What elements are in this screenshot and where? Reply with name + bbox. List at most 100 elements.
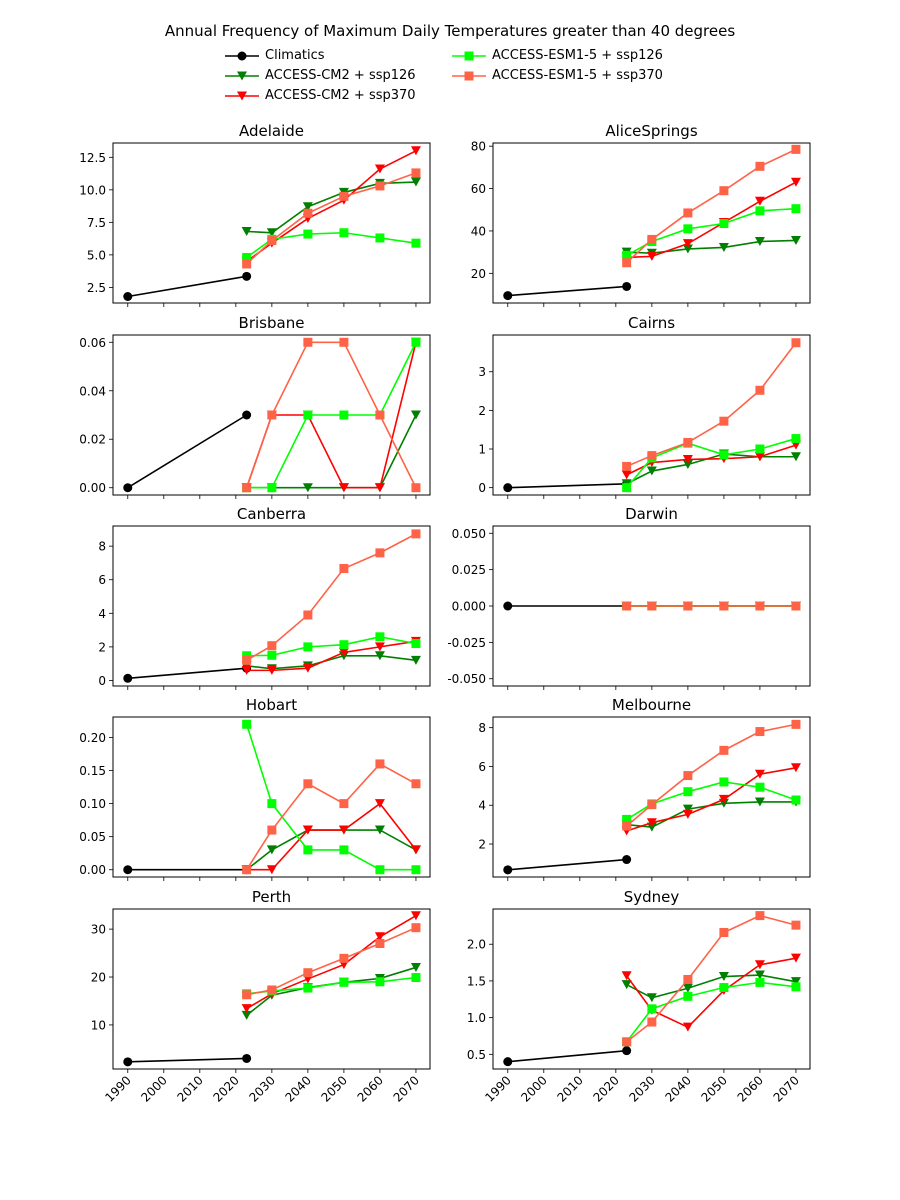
y-tick-label: 0.050 (452, 527, 486, 541)
data-point (622, 258, 632, 268)
series-access-esm1-5-ssp126 (622, 977, 801, 1047)
data-point (303, 968, 313, 978)
series-line (246, 414, 417, 489)
data-point (242, 651, 252, 661)
x-tick-label: 1990 (482, 1073, 513, 1104)
data-point (791, 719, 801, 729)
data-point (303, 642, 313, 652)
y-tick-label: 20 (91, 971, 106, 985)
data-point (267, 483, 277, 493)
y-tick-label: 6 (478, 760, 486, 774)
data-point (622, 601, 632, 611)
y-tick-label: 2 (478, 404, 486, 418)
y-tick-label: 7.5 (87, 216, 106, 230)
data-point (646, 818, 657, 828)
series-climatics (123, 271, 252, 301)
data-point (719, 927, 729, 937)
data-point (719, 416, 729, 426)
data-point (755, 782, 765, 792)
data-point (375, 759, 385, 769)
data-point (719, 219, 729, 229)
legend-marker-square-icon (452, 51, 486, 61)
y-tick-label: 0.000 (452, 600, 486, 614)
data-point (411, 865, 421, 875)
data-point (622, 250, 632, 260)
x-tick-label: 2060 (355, 1073, 386, 1104)
data-point (683, 771, 693, 781)
data-point (339, 845, 349, 855)
data-point (682, 1022, 693, 1032)
data-point (242, 410, 252, 420)
series-access-esm1-5-ssp370 (242, 923, 421, 1000)
axes-frame (492, 908, 811, 1070)
legend-label: Climatics (265, 48, 325, 63)
data-point (503, 291, 513, 301)
data-point (647, 234, 657, 244)
series-line (127, 667, 247, 680)
series-climatics (123, 663, 252, 683)
data-point (410, 911, 421, 921)
data-point (646, 251, 657, 261)
data-point (411, 168, 421, 178)
subplot-title: Darwin (625, 505, 678, 523)
series-line (127, 414, 248, 489)
subplot-cairns: Cairns 0 1 2 3 (478, 314, 811, 499)
data-point (410, 962, 421, 972)
series-access-cm2-ssp126 (621, 970, 801, 1003)
data-point (267, 410, 277, 420)
data-point (683, 974, 693, 984)
series-access-esm1-5-ssp370 (622, 144, 801, 268)
data-point (241, 665, 252, 675)
data-point (374, 651, 385, 661)
data-point (266, 665, 277, 675)
data-point (790, 235, 801, 245)
data-point (123, 483, 133, 493)
x-tick-label: 2000 (138, 1073, 169, 1104)
subplot-title: Cairns (628, 314, 675, 332)
y-tick-label: 2.0 (467, 938, 486, 952)
data-point (411, 337, 421, 347)
data-point (682, 244, 693, 254)
data-point (647, 800, 657, 810)
data-point (682, 239, 693, 249)
data-point (791, 204, 801, 214)
data-point (266, 845, 277, 855)
data-point (646, 466, 657, 476)
series-line (626, 767, 797, 832)
y-tick-label: 8 (98, 540, 106, 554)
x-tick-label: 2070 (771, 1073, 802, 1104)
data-point (375, 548, 385, 558)
legend-label: ACCESS-ESM1-5 + ssp126 (492, 48, 663, 63)
series-access-esm1-5-ssp370 (242, 529, 421, 665)
y-tick-label: 80 (471, 140, 486, 154)
series-line (507, 482, 627, 489)
y-tick-label: 10.0 (79, 183, 106, 197)
data-point (411, 529, 421, 539)
axes-frame (112, 908, 431, 1070)
data-point (123, 1057, 133, 1067)
subplot-title: Canberra (237, 505, 306, 523)
y-tick-label: 2 (478, 838, 486, 852)
data-point (410, 177, 421, 187)
data-point (683, 208, 693, 218)
series-climatics (503, 281, 632, 301)
data-point (621, 971, 632, 981)
data-point (411, 779, 421, 789)
data-point (754, 797, 765, 807)
axes-frame (112, 334, 431, 496)
data-point (755, 911, 765, 921)
data-point (791, 920, 801, 930)
data-point (719, 601, 729, 611)
y-tick-label: 0.02 (79, 433, 106, 447)
data-point (410, 410, 421, 420)
subplot-alicesprings: AliceSprings 20 40 60 80 (471, 122, 811, 307)
data-point (375, 938, 385, 948)
data-point (375, 410, 385, 420)
subplot-title: Adelaide (239, 122, 304, 140)
x-tick-label: 2050 (699, 1073, 730, 1104)
data-point (754, 196, 765, 206)
y-tick-label: 0.00 (79, 481, 106, 495)
data-point (683, 991, 693, 1001)
axes-frame (112, 525, 431, 687)
